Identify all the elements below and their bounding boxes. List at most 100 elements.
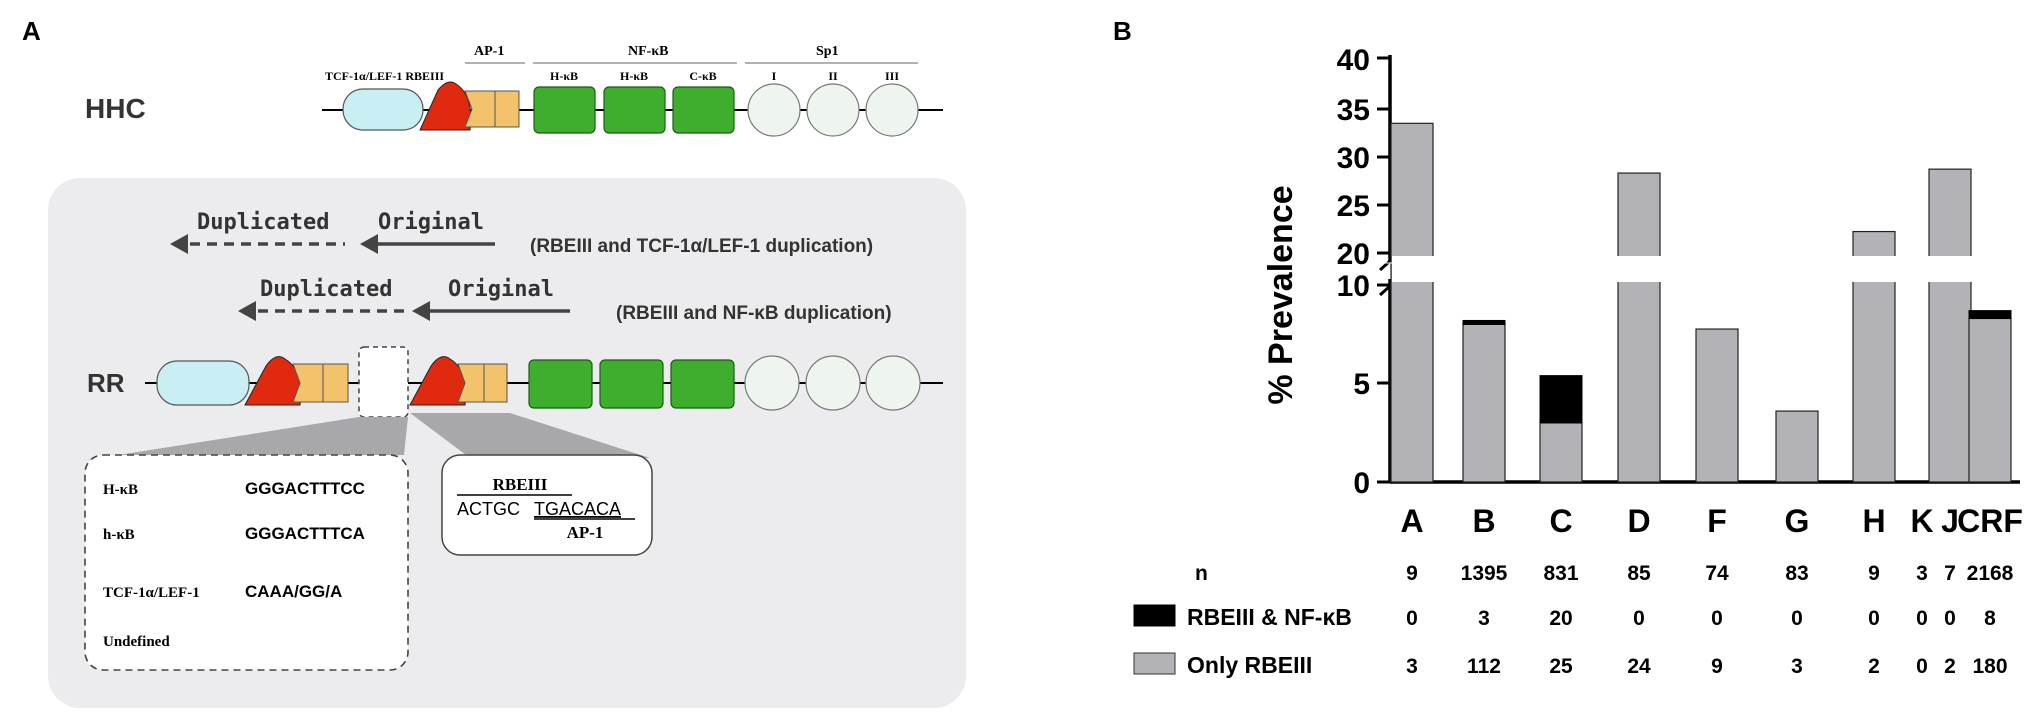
sp1-ii-label: II	[828, 69, 838, 83]
table-cell-rbe-nfkb: 0	[1868, 607, 1880, 630]
x-tick-label: CRF	[1957, 503, 2023, 539]
rr-nfkb-2	[599, 359, 664, 409]
y-tick-label: 35	[1337, 94, 1370, 127]
hkb2-label: H-κB	[620, 69, 648, 83]
sp1-iii-label: III	[885, 69, 899, 83]
dup2-original: Original	[448, 277, 554, 302]
table-cell-n: 9	[1868, 562, 1880, 585]
table-cell-only-rbe: 180	[1972, 655, 2007, 678]
x-tick-label: B	[1472, 503, 1495, 539]
table-cell-only-rbe: 112	[1467, 655, 1501, 678]
panel-a-label: A	[22, 16, 41, 46]
tcf-rbe-label: TCF-1α/LEF-1 RBEIII	[325, 69, 444, 83]
rr-ap1-dup-b	[322, 363, 349, 403]
legend-label-only-rbe: Only RBEIII	[1187, 652, 1312, 678]
x-tick-label: H	[1862, 503, 1885, 539]
y-tick-label: 5	[1353, 368, 1370, 401]
sequence-box	[84, 454, 409, 671]
hhc-rbe-site	[419, 81, 472, 131]
hhc-ap1-b	[494, 90, 520, 128]
table-cell-rbe-nfkb: 0	[1711, 607, 1723, 630]
dup-arrow-1: Duplicated Original (RBEIII and TCF-1α/L…	[170, 210, 873, 257]
dup2-head-right	[412, 301, 430, 321]
dup-arrow-2: Duplicated Original (RBEIII and NF-κB du…	[238, 277, 892, 324]
x-tick-label: C	[1549, 503, 1572, 539]
rr-nfkb-1	[528, 359, 593, 409]
rbeiii-box	[441, 454, 653, 556]
y-tick-label: 30	[1337, 142, 1370, 175]
seq-row-name: Undefined	[103, 634, 170, 650]
sp1-header: Sp1	[816, 44, 839, 59]
hhc-label: HHC	[85, 93, 146, 124]
ap1-header: AP-1	[474, 44, 504, 59]
rr-sp1-i	[744, 355, 800, 411]
sequence-rows: H-κB GGGACTTTCC h-κB GGGACTTTCA TCF-1α/L…	[103, 479, 365, 650]
y-tick-label: 20	[1337, 238, 1370, 271]
table-cell-rbe-nfkb: 20	[1549, 607, 1572, 630]
bar-only-rbeiii-J	[1928, 168, 1972, 483]
bar-rbeiii-nfkb-C	[1539, 375, 1583, 424]
callout-wedge-right	[410, 413, 650, 458]
x-tick-label: K	[1910, 503, 1933, 539]
dup2-note: (RBEIII and NF-κB duplication)	[616, 303, 892, 324]
rr-tcf-site	[156, 360, 250, 406]
table-cell-rbe-nfkb: 0	[1406, 607, 1418, 630]
rr-undefined-site	[358, 346, 409, 418]
table-cell-n: 2168	[1967, 562, 2014, 585]
table-cell-rbe-nfkb: 0	[1633, 607, 1645, 630]
table-cell-only-rbe: 9	[1711, 655, 1723, 678]
x-tick-label: A	[1400, 503, 1423, 539]
rr-ap1-orig-b	[483, 363, 508, 403]
table-cell-rbe-nfkb: 8	[1984, 607, 1996, 630]
rr-sp1-ii	[805, 355, 861, 411]
rbeiii-seq-a: ACTGC	[457, 499, 520, 519]
legend-swatch-only-rbe	[1133, 652, 1176, 675]
table-cell-n: 3	[1916, 562, 1928, 585]
legend-swatch-rbe-nfkb	[1133, 604, 1176, 627]
x-tick-label: G	[1785, 503, 1810, 539]
table-cell-only-rbe: 3	[1406, 655, 1418, 678]
seq-row-name: TCF-1α/LEF-1	[103, 585, 200, 601]
hhc-tcf-site	[342, 88, 424, 131]
category-labels: A B C D F G H JK CRF	[1400, 503, 2022, 539]
dup1-note: (RBEIII and TCF-1α/LEF-1 duplication)	[530, 236, 873, 257]
x-tick-label: F	[1707, 503, 1727, 539]
count-table: 9031395311283120258502474098303902702300…	[1406, 562, 2014, 678]
table-cell-n: 831	[1543, 562, 1578, 585]
table-cell-only-rbe: 24	[1627, 655, 1651, 678]
dup1-original: Original	[378, 210, 484, 235]
y-tick-label: 40	[1337, 44, 1370, 77]
hhc-sp1-i	[747, 83, 801, 137]
axis-break-gap	[1392, 256, 2022, 282]
legend-label-rbe-nfkb: RBEIII & NF-κB	[1187, 604, 1352, 630]
nfkb-header: NF-κB	[628, 44, 668, 59]
table-cell-only-rbe: 0	[1916, 655, 1928, 678]
bar-group	[1390, 122, 2012, 483]
hhc-hkb2-site	[603, 86, 666, 134]
table-cell-n: 83	[1785, 562, 1808, 585]
hkb-label: H-κB	[550, 69, 578, 83]
table-cell-only-rbe: 2	[1944, 655, 1956, 678]
bar-only-rbeiii-A	[1390, 122, 1434, 483]
seq-row-seq: GGGACTTTCC	[245, 479, 365, 498]
bar-only-rbeiii-D	[1617, 172, 1661, 483]
hhc-ckb-site	[672, 86, 735, 134]
y-tick-label: 25	[1337, 190, 1370, 223]
bar-only-rbeiii-C	[1539, 422, 1583, 483]
break-edge	[1384, 257, 2021, 264]
table-cell-rbe-nfkb: 0	[1791, 607, 1803, 630]
sp1-i-label: I	[772, 69, 777, 83]
bar-only-rbeiii-B	[1462, 323, 1506, 483]
y-ticks: 40 35 30 25 20 10 5 0	[1337, 44, 1390, 500]
y-tick-label: 10	[1337, 270, 1370, 303]
seq-row-name: H-κB	[103, 482, 138, 498]
panel-a: A HHC TCF-1α/LEF-1 RBEIII AP-1 NF-κB Sp1…	[22, 16, 966, 708]
seq-row-name: h-κB	[103, 527, 135, 543]
panel-b: B % Prevalence 40 35 30 25 20 10 5 0	[1113, 16, 2023, 678]
dup2-duplicated: Duplicated	[260, 277, 392, 302]
bar-rbeiii-nfkb-CRF	[1968, 310, 2012, 319]
dup1-head-right	[360, 234, 378, 254]
table-cell-only-rbe: 25	[1549, 655, 1573, 678]
table-cell-rbe-nfkb: 0	[1944, 607, 1956, 630]
